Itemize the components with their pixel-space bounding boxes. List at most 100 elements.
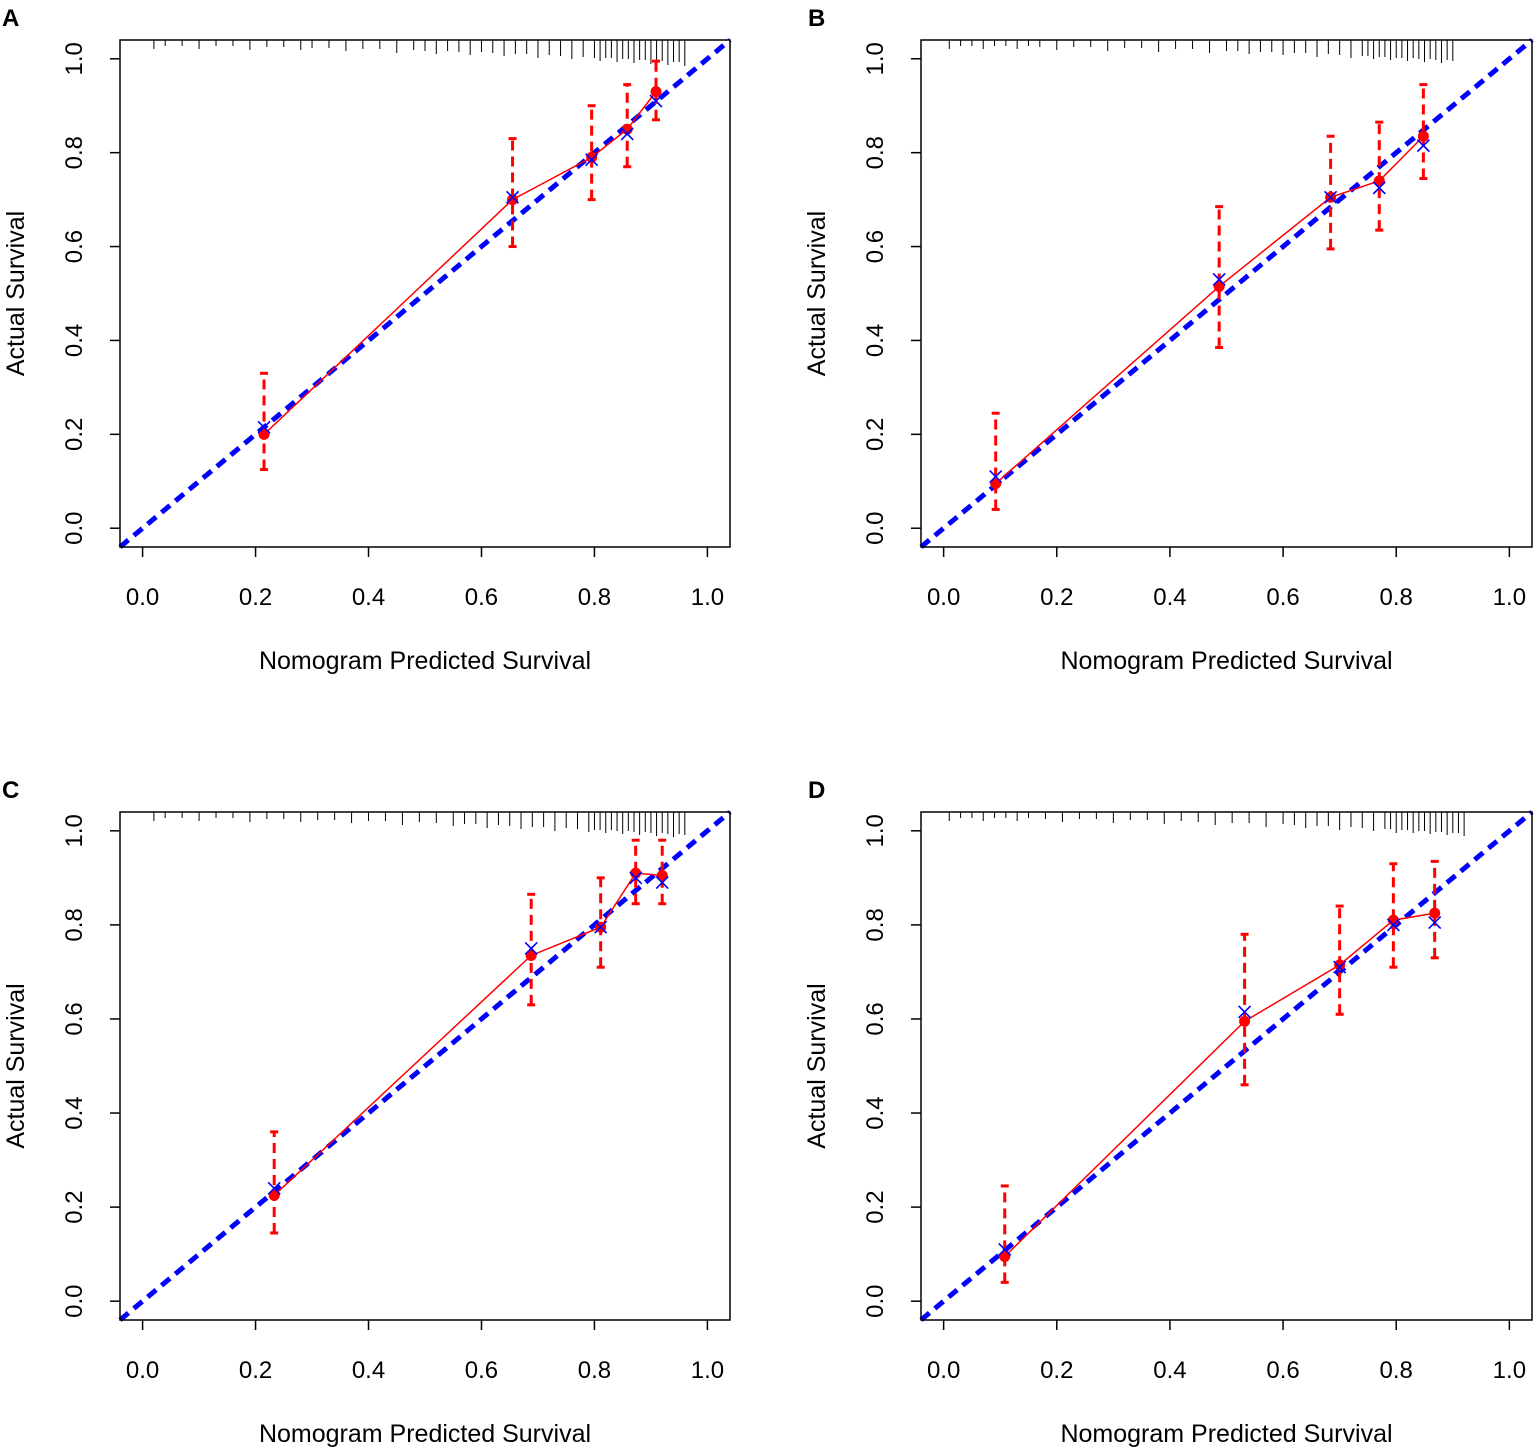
y-axis: 0.0 0.2 0.4 0.6 0.8 1.0 Actual Survival — [803, 814, 921, 1318]
y-tick-label: 0.8 — [61, 908, 88, 941]
observed-point — [1239, 1015, 1251, 1027]
bias-corrected-point — [257, 420, 271, 434]
x-axis-label: Nomogram Predicted Survival — [1060, 1420, 1392, 1448]
confidence-interval — [1419, 83, 1428, 180]
confidence-interval — [260, 371, 269, 472]
bias-corrected-point — [1416, 139, 1430, 153]
confidence-interval — [991, 411, 1000, 511]
x-tick-label: 0.6 — [1266, 584, 1299, 611]
x-axis-label: Nomogram Predicted Survival — [1060, 647, 1392, 675]
x-mark-stroke — [629, 871, 643, 885]
bias-corrected-point — [1386, 918, 1400, 932]
confidence-interval — [652, 59, 661, 122]
x-axis: 0.0 0.2 0.4 0.6 0.8 1.0 Nomogram Predicted Sur… — [927, 547, 1526, 675]
x-mark-stroke — [655, 875, 669, 890]
x-mark-stroke — [1372, 181, 1386, 195]
observed-line — [263, 91, 657, 435]
plot-frame — [920, 39, 1533, 548]
y-tick-label: 0.2 — [61, 418, 88, 451]
y-axis: 0.0 0.2 0.4 0.6 0.8 1.0 Actual Survival — [2, 42, 120, 545]
confidence-interval — [1240, 932, 1249, 1087]
bias-corrected-point — [267, 1181, 281, 1195]
confidence-interval — [631, 838, 640, 906]
y-tick-label: 0.2 — [862, 1190, 889, 1223]
x-tick-label: 0.8 — [1380, 1357, 1413, 1384]
ideal-line — [118, 810, 732, 1322]
bias-corrected-point — [620, 127, 634, 141]
y-tick-label: 0.4 — [862, 324, 889, 357]
x-tick-label: 0.4 — [1153, 584, 1186, 611]
bias-corrected-point — [1324, 190, 1338, 204]
bias-corrected-point — [1428, 915, 1442, 930]
x-mark-stroke — [1324, 190, 1338, 204]
panel-letter: B — [808, 5, 825, 32]
x-tick-label: 0.0 — [927, 584, 960, 611]
observed-point — [1373, 175, 1385, 187]
observed-line — [273, 872, 663, 1196]
bias-corrected-point — [629, 871, 643, 885]
x-tick-label: 0.2 — [239, 584, 272, 611]
bias-corrected-point — [1238, 1005, 1252, 1019]
y-axis: 0.0 0.2 0.4 0.6 0.8 1.0 Actual Survival — [803, 42, 921, 545]
panel-letter: C — [2, 777, 19, 804]
bias-corrected-point — [989, 470, 1003, 484]
x-tick-label: 0.4 — [1153, 1357, 1186, 1384]
observed-point — [656, 870, 668, 881]
x-tick-label: 1.0 — [691, 584, 724, 611]
x-mark-stroke — [1238, 1005, 1252, 1019]
x-tick-label: 0.4 — [352, 584, 385, 611]
panel-letter: D — [808, 777, 825, 804]
observed-line — [1004, 912, 1435, 1258]
x-tick-label: 0.0 — [126, 1357, 159, 1384]
panel-letter: A — [2, 5, 19, 32]
bias-corrected-point — [655, 875, 669, 890]
x-mark-stroke — [1333, 960, 1347, 974]
y-tick-label: 1.0 — [61, 814, 88, 847]
x-mark-stroke — [1428, 915, 1442, 930]
x-tick-label: 0.6 — [465, 1357, 498, 1384]
bias-corrected-point — [1212, 272, 1226, 286]
x-mark-stroke — [257, 420, 271, 434]
x-axis-label: Nomogram Predicted Survival — [259, 647, 591, 675]
x-mark-stroke — [1386, 918, 1400, 932]
x-tick-label: 0.8 — [1380, 584, 1413, 611]
y-tick-label: 0.6 — [862, 230, 889, 263]
x-mark-stroke — [594, 920, 608, 934]
x-tick-label: 1.0 — [1493, 1357, 1526, 1384]
plot-frame — [920, 811, 1533, 1321]
x-mark-stroke — [1212, 272, 1226, 286]
observed-point — [258, 428, 270, 440]
calibration-panel-d: D 0.0 0.2 0.4 0.6 0.8 1.0 Nomogram Predicted Su… — [803, 777, 1534, 1448]
y-tick-label: 0.8 — [862, 136, 889, 169]
calibration-panel-b: B 0.0 0.2 0.4 0.6 0.8 1.0 Nomogram Predicted Su… — [803, 5, 1534, 675]
observed-point — [586, 151, 598, 163]
bias-corrected-point — [998, 1242, 1012, 1257]
y-tick-label: 0.4 — [61, 324, 88, 357]
x-tick-label: 0.6 — [465, 584, 498, 611]
confidence-interval — [1000, 1184, 1009, 1284]
observed-point — [1417, 130, 1429, 142]
y-tick-label: 0.2 — [61, 1190, 88, 1223]
y-tick-label: 1.0 — [862, 814, 889, 847]
x-tick-label: 1.0 — [691, 1357, 724, 1384]
x-tick-label: 0.6 — [1266, 1357, 1299, 1384]
bias-corrected-point — [1372, 181, 1386, 195]
x-axis: 0.0 0.2 0.4 0.6 0.8 1.0 Nomogram Predicted Sur… — [927, 1320, 1526, 1448]
x-tick-label: 0.2 — [1040, 1357, 1073, 1384]
rug-plot — [948, 40, 1454, 63]
y-tick-label: 0.0 — [862, 512, 889, 545]
observed-point — [507, 194, 519, 206]
x-mark-stroke — [620, 127, 634, 141]
x-mark-stroke — [989, 470, 1003, 484]
y-tick-label: 0.6 — [61, 230, 88, 263]
x-mark-stroke — [998, 1242, 1012, 1257]
bias-corrected-point — [585, 153, 599, 167]
x-mark-stroke — [649, 94, 663, 108]
ideal-line — [118, 38, 732, 549]
observed-point — [1429, 907, 1441, 919]
x-tick-label: 0.4 — [352, 1357, 385, 1384]
calibration-panel-c: C 0.0 0.2 0.4 0.6 0.8 1.0 Nomogram Predicted Su… — [2, 777, 732, 1448]
bias-corrected-point — [649, 94, 663, 108]
confidence-interval — [596, 876, 605, 969]
